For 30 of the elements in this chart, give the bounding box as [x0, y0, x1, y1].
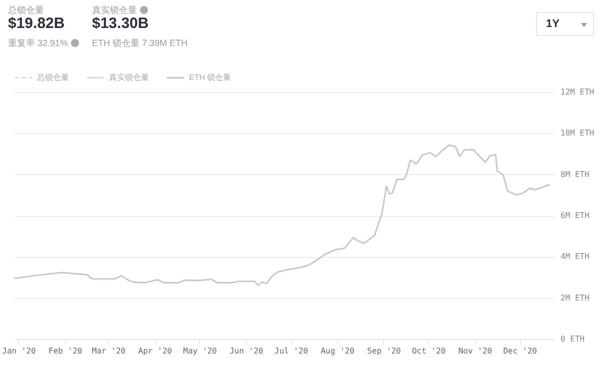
text: $13.30B	[92, 15, 149, 32]
x-tick-label: Nov '20	[458, 346, 492, 356]
text: 真实锁仓量	[92, 4, 137, 16]
y-tick-label: 10M ETH	[560, 128, 594, 138]
x-tick-label: Apr '20	[138, 346, 172, 356]
x-tick-label: Aug '20	[320, 346, 355, 356]
legend-label: ETH 锁仓量	[189, 72, 232, 82]
text: $19.82B	[8, 15, 65, 32]
x-tick-label: Mar '20	[92, 346, 126, 356]
y-tick-label: 8M ETH	[560, 170, 590, 179]
text: ETH 锁仓量 7.39M ETH	[92, 37, 188, 50]
x-tick-label: May '20	[183, 346, 218, 356]
text: 重复率 32.91%	[8, 37, 68, 50]
line-series	[14, 144, 550, 286]
x-tick-label: Jan '20	[2, 346, 36, 356]
x-tick-label: Dec '20	[503, 346, 538, 356]
legend-label: 真实锁仓量	[109, 72, 149, 82]
y-tick-label: 12M ETH	[560, 88, 594, 96]
y-tick-label: 0 ETH	[560, 334, 585, 344]
legend-label: 总锁仓量	[36, 72, 69, 82]
text: 总锁仓量	[8, 4, 44, 16]
x-tick-label: Sep '20	[367, 346, 402, 356]
y-tick-label: 4M ETH	[560, 252, 590, 262]
x-tick-label: Jul '20	[274, 346, 308, 356]
y-tick-label: 2M ETH	[560, 293, 590, 302]
y-tick-label: 6M ETH	[560, 211, 590, 220]
x-tick-label: Jun '20	[229, 346, 264, 356]
period-dropdown: 1Y	[536, 12, 594, 36]
x-tick-label: Feb '20	[48, 346, 82, 356]
x-tick-label: Oct '20	[412, 346, 446, 356]
